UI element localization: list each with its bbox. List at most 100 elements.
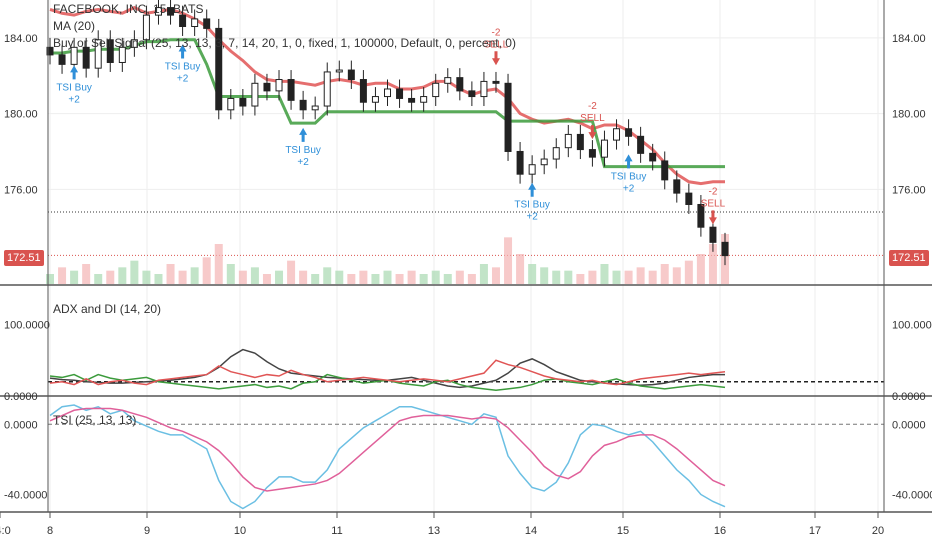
- candle-body[interactable]: [118, 46, 126, 63]
- candle-body[interactable]: [299, 99, 307, 111]
- time-tick-label: 17: [809, 525, 821, 537]
- volume-bar: [588, 270, 597, 284]
- candle-body[interactable]: [480, 80, 488, 98]
- candle-body[interactable]: [613, 128, 621, 141]
- candle-body[interactable]: [444, 77, 452, 84]
- buy-signal-qty: +2: [297, 157, 309, 168]
- time-tick-label: 11: [331, 525, 342, 537]
- candle-body[interactable]: [420, 96, 428, 103]
- time-tick-label: 8: [47, 525, 53, 537]
- adx-panel[interactable]: [48, 348, 884, 392]
- candle-body[interactable]: [432, 82, 440, 98]
- price-series-line[interactable]: [50, 38, 725, 169]
- candle-body[interactable]: [251, 82, 259, 107]
- volume-bar: [299, 270, 308, 284]
- candle-body[interactable]: [504, 82, 512, 152]
- tsi-series-line[interactable]: [49, 404, 726, 510]
- candle-body[interactable]: [709, 226, 717, 243]
- candle-body[interactable]: [46, 46, 54, 56]
- candle-body[interactable]: [359, 79, 367, 103]
- candle-body[interactable]: [408, 97, 416, 103]
- candle-body[interactable]: [335, 69, 343, 73]
- candle-body[interactable]: [576, 133, 584, 151]
- candle-body[interactable]: [142, 14, 150, 41]
- candle-body[interactable]: [637, 135, 645, 154]
- candle-body[interactable]: [371, 96, 379, 103]
- tsi-panel[interactable]: [48, 404, 884, 510]
- volume-bar: [347, 274, 356, 284]
- last-price-tag-right: 172.51: [889, 250, 929, 266]
- candle-body[interactable]: [311, 105, 319, 111]
- candle-body[interactable]: [94, 39, 102, 69]
- candle-body[interactable]: [384, 88, 391, 98]
- candle-body[interactable]: [492, 80, 500, 84]
- volume-bar: [648, 270, 657, 284]
- candle-body[interactable]: [396, 88, 404, 99]
- tsi-series-line[interactable]: [49, 407, 726, 492]
- candle-body[interactable]: [625, 128, 633, 137]
- volume-bar: [250, 267, 259, 284]
- candle-body[interactable]: [588, 149, 596, 158]
- volume-bar: [660, 264, 669, 284]
- sell-arrow-icon[interactable]: [588, 125, 597, 140]
- adx-series-line[interactable]: [49, 359, 726, 386]
- candle-body[interactable]: [323, 71, 331, 107]
- tsi-tick-label-left: 0.0000: [4, 419, 38, 431]
- candle-body[interactable]: [179, 14, 187, 28]
- buy-arrow-icon[interactable]: [528, 182, 537, 197]
- candle-body[interactable]: [275, 79, 283, 92]
- candle-body[interactable]: [58, 54, 66, 65]
- candle-body[interactable]: [239, 97, 247, 107]
- candle-body[interactable]: [191, 18, 199, 28]
- candle-body[interactable]: [263, 82, 271, 92]
- sell-arrow-icon[interactable]: [491, 51, 500, 66]
- volume-bar: [118, 267, 127, 284]
- price-tick-label-right: 184.00: [892, 33, 926, 45]
- volume-bar: [708, 244, 717, 284]
- sell-arrow-icon[interactable]: [708, 210, 717, 225]
- volume-bar: [479, 264, 488, 284]
- buy-arrow-icon[interactable]: [624, 154, 633, 169]
- candle-body[interactable]: [154, 7, 162, 16]
- candle-body[interactable]: [227, 97, 235, 111]
- buy-arrow-icon[interactable]: [299, 127, 308, 142]
- candle-body[interactable]: [528, 164, 536, 175]
- volume-bar: [226, 264, 235, 284]
- candle-body[interactable]: [468, 90, 476, 98]
- candle-body[interactable]: [552, 147, 560, 160]
- volume-bar: [419, 274, 428, 284]
- volume-bar: [504, 237, 513, 284]
- candle-body[interactable]: [70, 46, 78, 65]
- candle-body[interactable]: [685, 192, 693, 205]
- candle-body[interactable]: [564, 133, 572, 149]
- candle-body[interactable]: [600, 139, 608, 158]
- candle-body[interactable]: [347, 69, 355, 81]
- candle-body[interactable]: [697, 203, 705, 228]
- candle-body[interactable]: [721, 241, 729, 257]
- candle-body[interactable]: [661, 160, 669, 181]
- volume-bar: [552, 270, 561, 284]
- buy-arrow-icon[interactable]: [178, 44, 187, 59]
- volume-bar: [130, 260, 139, 284]
- candle-body[interactable]: [516, 150, 524, 175]
- volume-bar: [202, 257, 211, 284]
- candle-body[interactable]: [106, 39, 114, 63]
- candle-body[interactable]: [649, 152, 657, 162]
- candle-body[interactable]: [673, 179, 681, 194]
- volume-bar: [684, 260, 693, 284]
- candle-body[interactable]: [540, 158, 548, 166]
- buy-arrow-icon[interactable]: [70, 65, 79, 80]
- candle-body[interactable]: [456, 77, 464, 92]
- candle-body[interactable]: [203, 18, 211, 29]
- candle-body[interactable]: [130, 39, 138, 48]
- volume-bar: [262, 274, 271, 284]
- volume-bar: [335, 270, 344, 284]
- candle-body[interactable]: [167, 7, 175, 16]
- ma-indicator-label: MA (20): [53, 19, 96, 33]
- candle-body[interactable]: [82, 46, 90, 69]
- candle-body[interactable]: [287, 79, 295, 101]
- buy-signal-label: TSI Buy: [285, 145, 321, 156]
- candle-body[interactable]: [215, 27, 223, 111]
